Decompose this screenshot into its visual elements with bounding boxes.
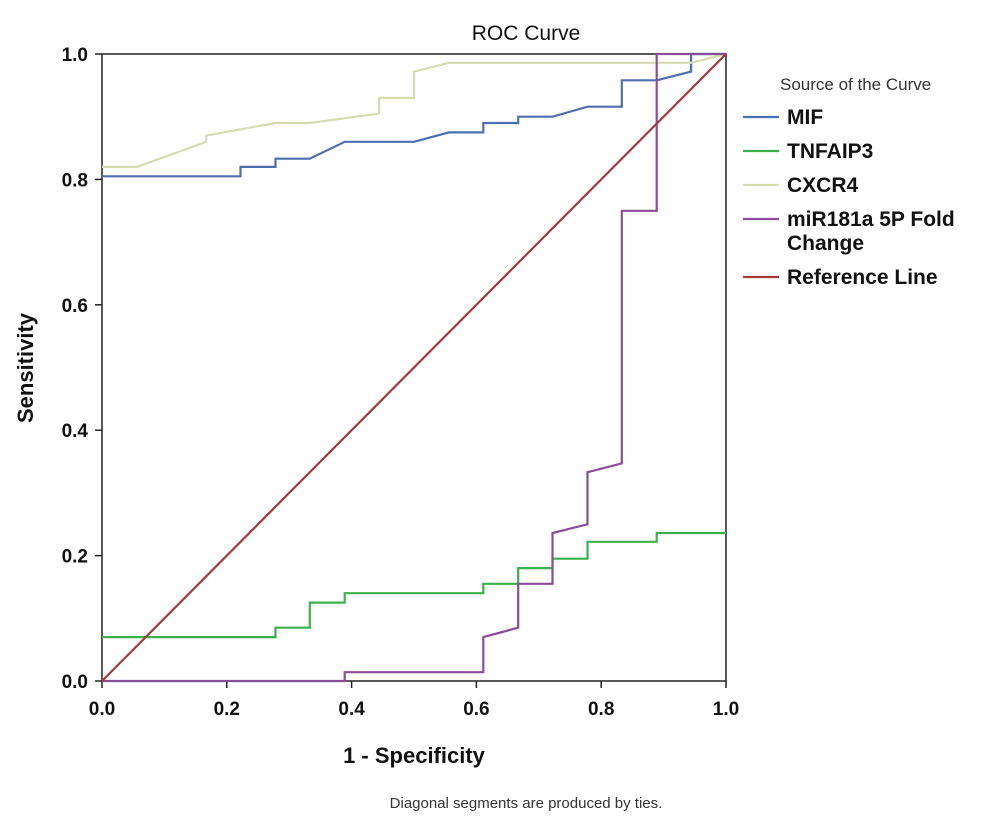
chart-title: ROC Curve <box>472 22 581 45</box>
y-tick-label: 0.4 <box>62 421 89 442</box>
footnote: Diagonal segments are produced by ties. <box>390 795 663 812</box>
legend: MIF TNFAIP3 CXCR4 miR181a 5P Fold Change Refe… <box>743 106 955 289</box>
x-axis-label: 1 - Specificity <box>343 743 486 768</box>
legend-label-reference-line: Reference Line <box>787 266 938 289</box>
legend-label-cxcr4: CXCR4 <box>787 174 859 197</box>
y-tick-label: 1.0 <box>62 45 88 66</box>
series-line-tnfaip3 <box>102 531 726 639</box>
legend-title: Source of the Curve <box>780 75 931 94</box>
y-tick-label: 0.6 <box>62 296 88 317</box>
y-tick-label: 0.0 <box>62 672 88 693</box>
series-line-reference-line <box>101 53 727 682</box>
y-axis-label: Sensitivity <box>13 312 38 423</box>
series-layer <box>101 52 727 683</box>
series-line-mir181a-5p-fold-change <box>102 52 726 683</box>
x-tick-label: 0.8 <box>588 699 614 720</box>
legend-label-mir181a-5p-fold-change: miR181a 5P Fold Change <box>787 208 955 255</box>
plot-frame <box>101 53 727 682</box>
x-tick-label: 0.2 <box>214 699 240 720</box>
series-line-cxcr4 <box>102 52 727 168</box>
x-tick-label: 0.0 <box>89 699 115 720</box>
series-line-mif <box>102 52 726 178</box>
x-tick-label: 0.4 <box>338 699 365 720</box>
y-axis: 0.0 0.2 0.4 0.6 0.8 1.0 <box>62 45 102 693</box>
y-tick-label: 0.2 <box>62 547 88 568</box>
x-axis: 0.0 0.2 0.4 0.6 0.8 1.0 <box>89 681 739 720</box>
x-tick-label: 1.0 <box>713 699 739 720</box>
legend-label-tnfaip3: TNFAIP3 <box>787 140 873 163</box>
y-tick-label: 0.8 <box>62 170 88 191</box>
x-tick-label: 0.6 <box>463 699 489 720</box>
legend-label-mif: MIF <box>787 106 823 129</box>
